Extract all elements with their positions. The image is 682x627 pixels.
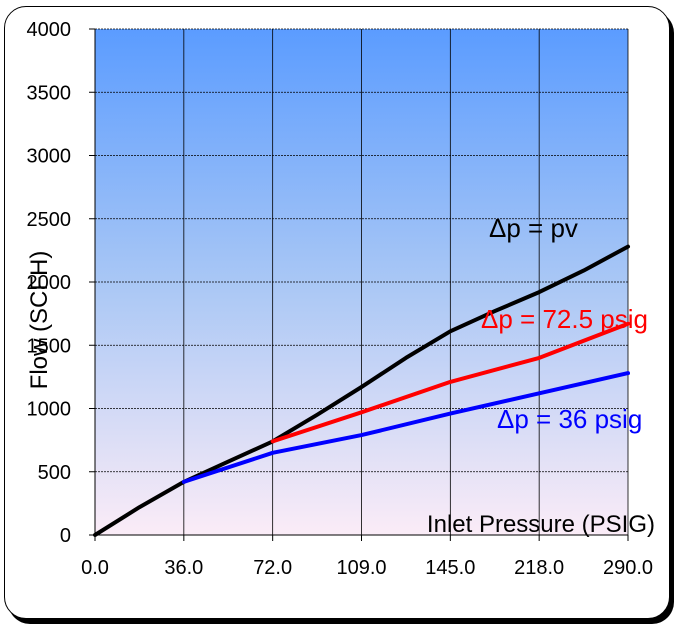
x-axis-label: Inlet Pressure (PSIG) [427,511,655,538]
x-tick-label: 145.0 [425,557,475,579]
x-tick-label: 109.0 [336,557,386,579]
series-label: Δp = pv [489,213,578,243]
y-tick-label: 3000 [27,146,72,168]
series-line [181,371,630,484]
x-tick-label: 290.0 [603,557,653,579]
y-tick-label: 2000 [27,272,72,294]
series-lines [93,244,630,537]
y-tick-label: 0 [60,525,71,547]
y-tick-label: 1500 [27,335,72,357]
x-tick-label: 36.0 [164,557,203,579]
y-tick-label: 3500 [27,82,72,104]
y-axis-label: Flow (SCFH) [26,251,53,390]
x-tick-label: 218.0 [514,557,564,579]
x-axis-ticks: 0.0 36.0 72.0 109.0 145.0 218.0 290.0 [81,535,653,579]
series-line [270,321,630,444]
y-tick-label: 500 [38,462,71,484]
y-tick-label: 4000 [27,19,72,41]
y-axis-ticks: 0 500 1000 1500 2000 2500 3000 3500 4000 [27,19,95,547]
series-label: Δp = 72.5 psig [481,304,648,334]
y-tick-label: 1000 [27,399,72,421]
y-tick-label: 2500 [27,209,72,231]
x-tick-label: 0.0 [81,557,109,579]
series-label: Δp = 36 psig [497,404,642,434]
series-labels: Δp = pv Δp = 72.5 psig Δp = 36 psig [481,213,648,434]
x-tick-label: 72.0 [253,557,292,579]
